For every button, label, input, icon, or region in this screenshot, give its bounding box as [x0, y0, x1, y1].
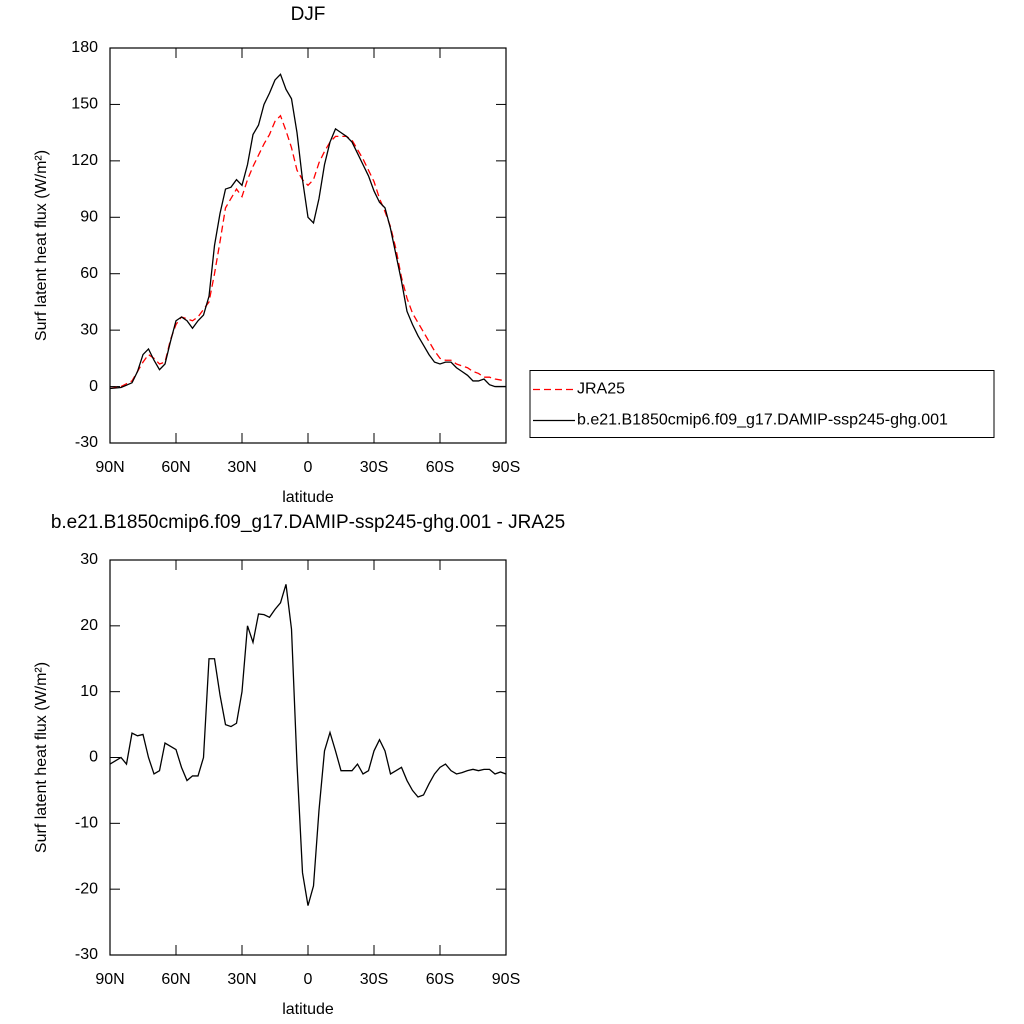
x-tick-label: 90S	[492, 971, 520, 988]
y-axis-label: Surf latent heat flux (W/m²)	[33, 662, 50, 853]
y-tick-label: 0	[89, 749, 98, 766]
y-tick-label: -20	[75, 880, 98, 897]
x-tick-label: 30N	[227, 971, 256, 988]
x-tick-label: 30N	[227, 459, 256, 476]
x-tick-label: 90S	[492, 459, 520, 476]
y-axis-label: Surf latent heat flux (W/m²)	[33, 150, 50, 341]
x-tick-label: 0	[304, 971, 313, 988]
y-tick-label: 30	[80, 321, 98, 338]
legend-box	[529, 370, 995, 438]
y-tick-label: 10	[80, 683, 98, 700]
y-tick-label: 20	[80, 617, 98, 634]
x-tick-label: 60N	[161, 459, 190, 476]
y-tick-label: 60	[80, 265, 98, 282]
y-tick-label: 120	[71, 152, 98, 169]
y-tick-label: -30	[75, 946, 98, 963]
data-line	[109, 73, 506, 390]
x-tick-label: 60N	[161, 971, 190, 988]
plot-frame	[109, 47, 507, 444]
x-tick-label: 90N	[95, 971, 124, 988]
data-line	[109, 114, 507, 390]
chart-title: b.e21.B1850cmip6.f09_g17.DAMIP-ssp245-gh…	[51, 512, 565, 533]
y-tick-label: 0	[89, 378, 98, 395]
x-axis-label: latitude	[282, 1001, 334, 1018]
x-tick-label: 60S	[426, 971, 454, 988]
x-axis-label: latitude	[282, 489, 334, 506]
x-tick-label: 30S	[360, 971, 388, 988]
x-tick-label: 90N	[95, 459, 124, 476]
legend-label: JRA25	[577, 381, 625, 398]
x-tick-label: 0	[304, 459, 313, 476]
data-line	[109, 584, 507, 906]
y-tick-label: 150	[71, 96, 98, 113]
x-tick-label: 30S	[360, 459, 388, 476]
y-tick-label: -30	[75, 434, 98, 451]
legend-label: b.e21.B1850cmip6.f09_g17.DAMIP-ssp245-gh…	[577, 412, 948, 429]
plot-frame	[109, 559, 507, 956]
y-tick-label: -10	[75, 815, 98, 832]
x-tick-label: 60S	[426, 459, 454, 476]
y-tick-label: 30	[80, 551, 98, 568]
y-tick-label: 90	[80, 209, 98, 226]
chart-title: DJF	[291, 4, 326, 25]
y-tick-label: 180	[71, 39, 98, 56]
